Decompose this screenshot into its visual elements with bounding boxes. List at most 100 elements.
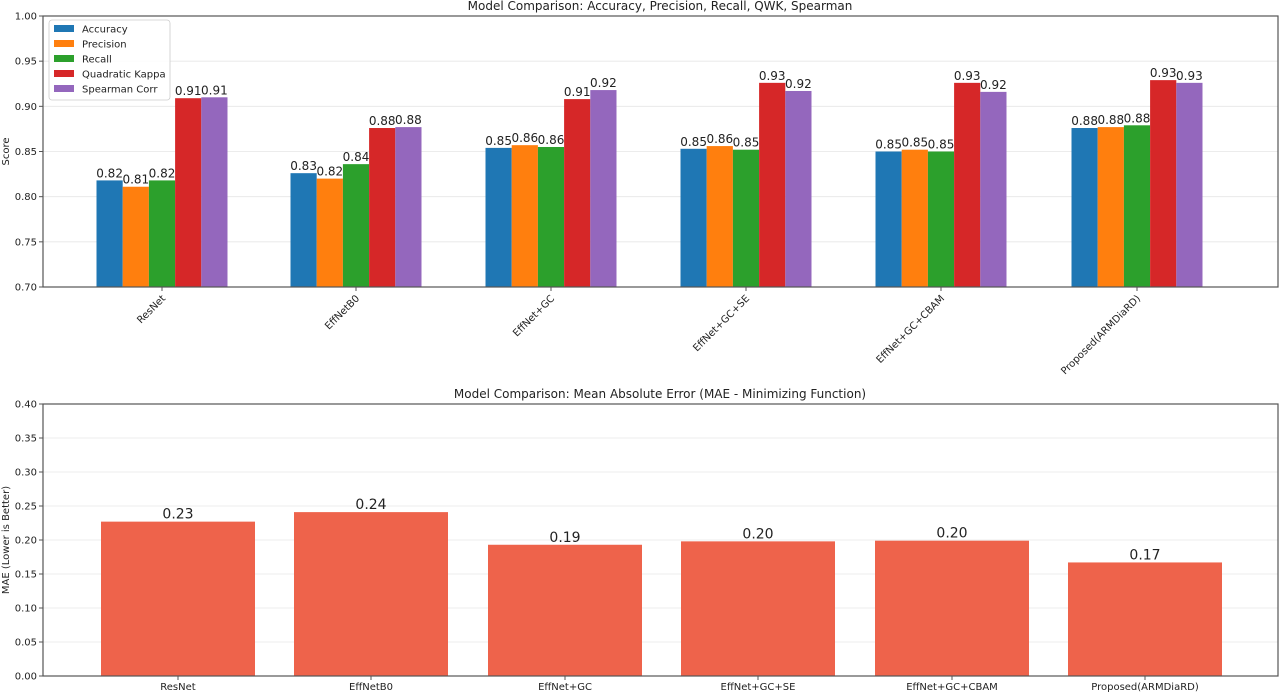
bar-recall [342,164,370,287]
data-label: 0.88 [395,113,422,127]
data-label: 0.83 [290,159,317,173]
bar-spearman-corr [395,127,422,287]
data-label: 0.86 [511,131,538,145]
y-tick-label: 0.05 [15,638,37,649]
bar-precision [706,146,733,287]
bar-mae [875,540,1029,676]
data-label: 0.93 [759,69,786,83]
x-tick-label: EffNetB0 [349,682,393,693]
legend-swatch [54,85,74,92]
data-label: 0.92 [980,78,1007,92]
data-label: 0.92 [590,76,617,90]
data-labels: 0.820.830.85 0.85 0.850.880.810.820.86 0.86… [96,66,1203,187]
bar-precision [1097,127,1124,287]
data-label: 0.85 [901,136,928,150]
bar-spearman-corr [201,97,228,287]
x-tick-label: EffNet+GC [511,293,557,339]
x-tick-label: EffNet+GC+SE [721,682,796,693]
bar-mae [101,521,255,676]
bar-accuracy [875,151,902,287]
bar-mae [1068,562,1222,676]
data-label: 0.20 [936,526,967,542]
legend-entry: Quadratic Kappa [82,70,166,81]
data-label: 0.81 [122,173,149,187]
legend-box [48,19,171,101]
data-label: 0.85 [875,138,902,152]
bar-quadratic-kappa [954,82,981,287]
chart-title: Model Comparison: Mean Absolute Error (M… [454,387,866,401]
y-tick-label: 0.75 [15,237,37,248]
x-axis-ticks: ResNet EffNetB0 EffNet+GC EffNet+GC+SE EffNe… [135,287,1143,377]
data-label: 0.85 [680,135,707,149]
data-label: 0.84 [343,150,370,164]
bar-recall [1123,125,1151,287]
bar-recall [927,151,955,287]
bar-accuracy [96,180,123,287]
y-tick-label: 0.35 [15,434,37,445]
x-tick-label: EffNet+GC+CBAM [875,293,948,366]
bar-spearman-corr [980,91,1007,287]
legend-entry: Spearman Corr [82,85,158,96]
y-tick-label: 0.70 [15,283,37,294]
metrics-chart: Model Comparison: Accuracy, Precision, R… [1,0,1279,377]
data-label: 0.19 [549,530,580,546]
data-label: 0.88 [1071,114,1098,128]
data-label: 0.88 [1097,113,1124,127]
axes-frame [42,15,1279,288]
data-label: 0.91 [175,84,202,98]
x-tick-label: ResNet [160,682,195,693]
bar-spearman-corr [785,90,812,287]
data-label: 0.82 [149,166,176,180]
mae-chart: Model Comparison: Mean Absolute Error (M… [1,387,1279,693]
y-axis-label: Score [1,137,12,165]
bar-accuracy [290,173,317,287]
bar-precision [122,186,149,287]
data-label: 0.86 [538,133,565,147]
data-label: 0.91 [201,83,228,97]
bar-accuracy [485,147,512,287]
legend-entry: Precision [82,40,127,51]
chart-title: Model Comparison: Accuracy, Precision, R… [468,0,853,13]
y-tick-label: 0.40 [15,400,37,411]
y-tick-label: 0.80 [15,192,37,203]
data-label: 0.92 [785,77,812,91]
y-tick-label: 0.00 [15,672,37,683]
bar-quadratic-kappa [564,99,591,288]
data-label: 0.93 [1150,66,1177,80]
y-tick-label: 0.10 [15,604,37,615]
x-axis-ticks: ResNet EffNetB0 EffNet+GC EffNet+GC+SE EffNe… [160,676,1199,693]
bar-recall [537,146,565,287]
x-tick-label: EffNet+GC+SE [691,293,752,354]
x-tick-label: Proposed(ARMDiaRD) [1091,682,1199,693]
legend-entry: Recall [82,55,112,66]
legend-swatch [54,70,74,77]
y-axis-ticks: 0.00 0.05 0.10 0.15 0.20 0.25 0.30 0.35 0.40 [15,400,43,683]
data-label: 0.93 [954,69,981,83]
bar-precision [316,178,343,287]
y-tick-label: 0.20 [15,536,37,547]
y-tick-label: 0.30 [15,468,37,479]
y-axis-label: MAE (Lower is Better) [1,486,12,594]
bars [101,512,1222,676]
y-tick-label: 0.25 [15,502,37,513]
data-labels: 0.23 0.24 0.19 0.20 0.20 0.17 [162,497,1160,563]
bar-spearman-corr [1176,82,1203,287]
bar-precision [511,145,538,287]
data-label: 0.85 [733,136,760,150]
data-label: 0.85 [928,138,955,152]
bar-recall [732,149,760,287]
legend: Accuracy Precision Recall Quadratic Kappa Sp… [48,19,171,101]
legend-swatch [54,55,74,62]
bar-mae [488,544,642,676]
x-tick-label: EffNet+GC [538,682,592,693]
legend-swatch [54,25,74,32]
data-label: 0.82 [96,166,123,180]
data-label: 0.17 [1129,547,1160,563]
data-label: 0.82 [316,165,343,179]
bar-accuracy [1071,128,1098,287]
legend-entry: Accuracy [82,25,128,36]
x-tick-label: EffNetB0 [323,293,362,332]
y-tick-label: 0.15 [15,570,37,581]
data-label: 0.86 [706,132,733,146]
